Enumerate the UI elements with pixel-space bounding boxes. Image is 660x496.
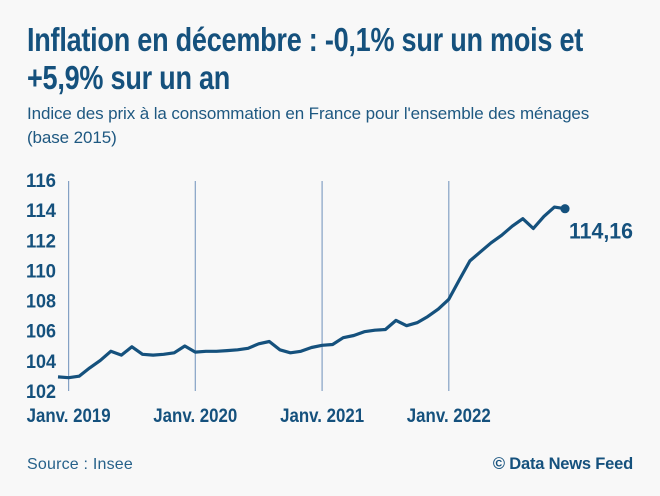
x-tick-label: Janv. 2019	[27, 406, 111, 427]
y-tick-label: 112	[26, 231, 56, 252]
y-tick-label: 116	[26, 171, 56, 192]
y-tick-label: 102	[26, 382, 56, 403]
x-tick-label: Janv. 2022	[407, 406, 491, 427]
y-tick-label: 104	[26, 352, 56, 373]
chart-subtitle: Indice des prix à la consommation en Fra…	[27, 102, 647, 150]
y-tick-label: 114	[26, 201, 56, 222]
title-line-2: +5,9% sur un an	[27, 59, 231, 96]
x-tick-label: Janv. 2021	[280, 406, 364, 427]
last-value-label: 114,16	[569, 219, 633, 244]
x-tick-label: Janv. 2020	[153, 406, 237, 427]
source-label: Source : Insee	[27, 456, 133, 473]
subtitle-line-2: (base 2015)	[27, 128, 117, 147]
cpi-line-series	[57, 205, 566, 380]
credit-label: © Data News Feed	[492, 455, 633, 473]
last-point-marker	[560, 204, 570, 214]
page-title: Inflation en décembre : -0,1% sur un moi…	[27, 21, 650, 97]
y-tick-label: 110	[26, 261, 56, 282]
footer: Source : Insee © Data News Feed	[27, 455, 633, 474]
y-tick-label: 106	[26, 322, 56, 343]
cpi-line-chart: 102 104 106 108 110 112 114 116 Janv. 2019 Janv. …	[26, 171, 633, 427]
y-tick-label: 108	[26, 292, 56, 313]
subtitle-line-1: Indice des prix à la consommation en Fra…	[27, 104, 590, 123]
title-line-1: Inflation en décembre : -0,1% sur un moi…	[27, 21, 584, 58]
